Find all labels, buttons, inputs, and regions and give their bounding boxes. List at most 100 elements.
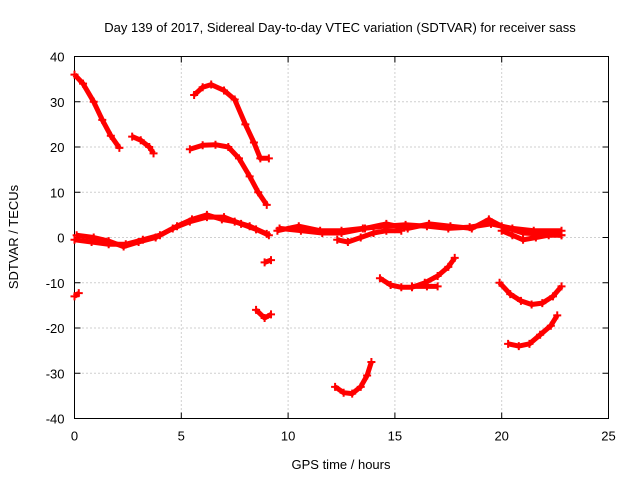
data-point	[262, 200, 271, 209]
data-point	[74, 289, 83, 298]
data-point	[267, 310, 276, 319]
data-point	[252, 305, 261, 314]
data-point	[104, 237, 113, 246]
data-point	[134, 238, 143, 247]
y-tick-label: -20	[46, 321, 65, 336]
y-tick-label: -30	[46, 366, 65, 381]
data-point	[254, 188, 263, 197]
data-point	[207, 80, 216, 89]
data-point	[397, 283, 406, 292]
data-point	[450, 253, 459, 262]
data-point	[506, 290, 515, 299]
data-point	[249, 138, 258, 147]
x-tick-label: 0	[71, 429, 78, 444]
series-arc-14	[504, 311, 562, 351]
data-point	[375, 274, 384, 283]
y-tick-label: -10	[46, 276, 65, 291]
data-point	[444, 262, 453, 271]
data-point	[531, 233, 540, 242]
series-arc-3	[190, 80, 273, 163]
data-point	[360, 224, 369, 233]
y-tick-label: 0	[57, 231, 64, 246]
data-point	[185, 145, 194, 154]
data-point	[382, 226, 391, 235]
series-trace	[131, 134, 156, 155]
data-point	[128, 132, 137, 141]
data-point	[241, 120, 250, 129]
series-arc-16	[252, 305, 276, 323]
data-point	[202, 213, 211, 222]
x-tick-label: 25	[601, 429, 615, 444]
series-trace	[333, 361, 374, 397]
series-arc-1	[70, 70, 124, 152]
data-point	[198, 83, 207, 92]
data-point	[115, 143, 124, 152]
data-point	[318, 228, 327, 237]
data-point	[70, 70, 79, 79]
data-point	[557, 282, 566, 291]
data-point	[260, 314, 269, 323]
data-point	[504, 339, 513, 348]
series-arc-13	[495, 278, 566, 309]
data-series	[70, 70, 566, 398]
x-tick-label: 5	[178, 429, 185, 444]
data-point	[525, 339, 534, 348]
y-tick-label: 20	[50, 140, 64, 155]
y-tick-label: 10	[50, 185, 64, 200]
data-point	[548, 292, 557, 301]
data-point	[403, 224, 412, 233]
data-point	[536, 330, 545, 339]
data-point	[497, 226, 506, 235]
data-point	[546, 321, 555, 330]
data-point	[433, 271, 442, 280]
data-point	[527, 300, 536, 309]
data-point	[514, 342, 523, 351]
data-point	[538, 299, 547, 308]
data-point	[89, 233, 98, 242]
data-point	[106, 131, 115, 140]
data-point	[252, 225, 261, 234]
data-point	[331, 382, 340, 391]
data-point	[348, 389, 357, 398]
y-axis-label: SDTVAR / TECUs	[6, 184, 21, 289]
data-point	[382, 219, 391, 228]
data-point	[145, 143, 154, 151]
x-tick-label: 10	[281, 429, 295, 444]
series-arc-12	[407, 282, 442, 291]
data-point	[356, 382, 365, 391]
series-arc-9	[333, 226, 406, 247]
data-point	[70, 292, 79, 301]
data-point	[337, 228, 346, 237]
data-point	[519, 228, 528, 237]
data-point	[198, 141, 207, 150]
series-arc-10	[497, 226, 566, 244]
data-point	[264, 231, 273, 240]
data-point	[245, 172, 254, 181]
data-point	[220, 213, 229, 222]
y-tick-label: -40	[46, 412, 65, 427]
data-point	[264, 154, 273, 163]
data-point	[256, 154, 265, 163]
data-point	[237, 219, 246, 228]
data-point	[433, 282, 442, 291]
data-point	[356, 233, 365, 242]
data-point	[234, 154, 243, 163]
y-tick-labels: -40 -30 -20 -10 0 10 20 30 40	[46, 50, 65, 427]
data-point	[70, 235, 79, 244]
series-trace	[189, 142, 269, 207]
series-arc-2	[128, 132, 158, 158]
data-point	[267, 256, 276, 265]
data-point	[168, 224, 177, 233]
data-point	[275, 224, 284, 233]
data-point	[446, 222, 455, 231]
data-point	[516, 296, 525, 305]
data-point	[407, 282, 416, 291]
data-point	[72, 231, 81, 240]
data-point	[467, 224, 476, 233]
x-tick-label: 15	[388, 429, 402, 444]
data-point	[296, 226, 305, 235]
data-point	[230, 95, 239, 104]
data-point	[519, 235, 528, 244]
data-point	[425, 219, 434, 228]
